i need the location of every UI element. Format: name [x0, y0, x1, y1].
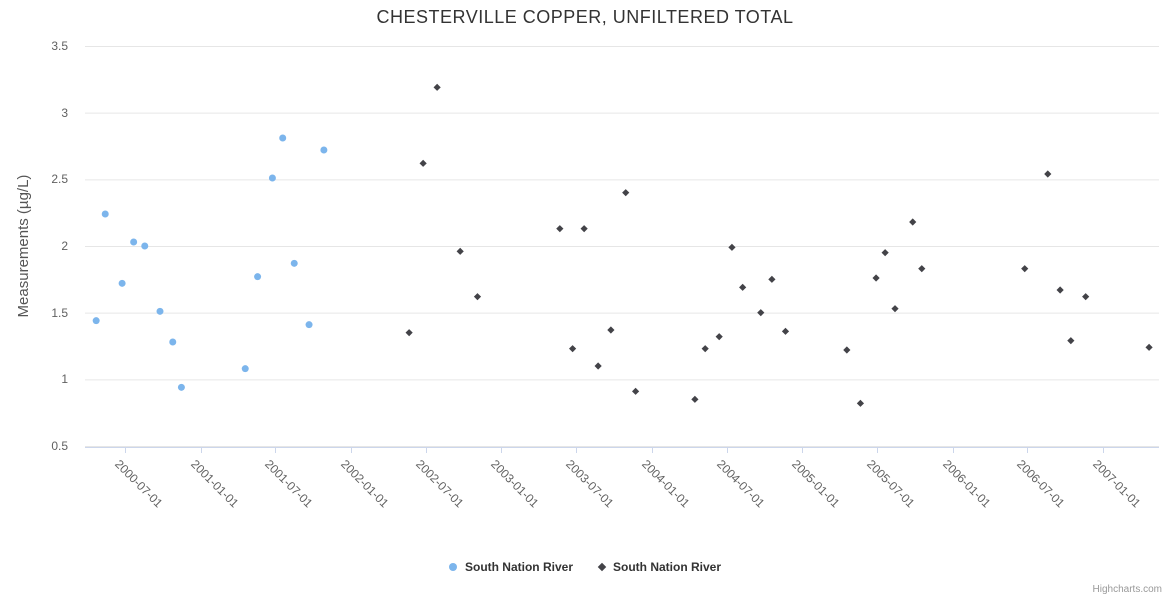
data-point-series-1[interactable]: [130, 238, 138, 246]
legend-label-series-1: South Nation River: [464, 560, 573, 574]
data-point-series-1[interactable]: [118, 279, 126, 287]
data-point-series-2[interactable]: [909, 218, 917, 226]
data-point-series-1[interactable]: [169, 338, 177, 346]
data-point-series-2[interactable]: [433, 83, 441, 91]
data-point-series-2[interactable]: [568, 345, 577, 353]
data-point-series-2[interactable]: [739, 283, 747, 291]
data-point-series-2[interactable]: [715, 333, 723, 341]
data-point-series-2[interactable]: [872, 274, 880, 282]
data-point-series-2[interactable]: [631, 387, 640, 395]
data-point-series-2[interactable]: [781, 327, 790, 335]
series-1-circle-marker-icon: [448, 563, 457, 571]
data-point-series-2[interactable]: [891, 305, 899, 313]
data-point-series-2[interactable]: [556, 225, 564, 233]
data-point-series-2[interactable]: [881, 249, 889, 257]
data-point-series-1[interactable]: [156, 307, 164, 315]
highcharts-credits-link[interactable]: Highcharts.com: [1092, 584, 1162, 595]
legend-item-series-2[interactable]: South Nation River: [597, 560, 722, 574]
chart-title: CHESTERVILLE COPPER, UNFILTERED TOTAL: [376, 7, 794, 27]
data-point-series-2[interactable]: [701, 345, 709, 353]
data-point-series-2[interactable]: [768, 275, 776, 283]
legend: South Nation River South Nation River: [0, 560, 1170, 574]
data-point-series-2[interactable]: [856, 399, 865, 407]
data-point-series-1[interactable]: [241, 365, 249, 373]
data-point-series-1[interactable]: [141, 242, 149, 250]
data-point-series-2[interactable]: [757, 309, 765, 317]
data-point-series-1[interactable]: [305, 321, 313, 329]
y-axis-label: 0.5: [51, 439, 68, 453]
data-point-series-1[interactable]: [279, 134, 287, 142]
data-point-series-2[interactable]: [1067, 337, 1075, 345]
data-point-series-1[interactable]: [101, 210, 109, 218]
data-point-series-1[interactable]: [268, 174, 276, 182]
data-point-series-2[interactable]: [1056, 286, 1064, 294]
data-point-series-2[interactable]: [1044, 170, 1052, 178]
data-point-series-2[interactable]: [456, 247, 464, 255]
data-point-series-2[interactable]: [473, 293, 482, 301]
data-point-series-2[interactable]: [607, 326, 615, 334]
data-point-series-2[interactable]: [622, 189, 630, 197]
data-point-series-2[interactable]: [843, 346, 851, 354]
y-axis-label: 1.5: [51, 305, 68, 320]
y-axis-label: 3.5: [51, 39, 68, 53]
data-point-series-2[interactable]: [728, 243, 736, 251]
data-point-series-2[interactable]: [1145, 343, 1153, 351]
data-point-series-2[interactable]: [419, 159, 427, 167]
y-axis-label: 1: [61, 372, 68, 387]
legend-label-series-2: South Nation River: [613, 560, 722, 574]
y-axis-label: 3: [61, 105, 68, 120]
data-point-series-2[interactable]: [580, 225, 588, 233]
data-point-series-2[interactable]: [918, 265, 926, 273]
y-axis-label: 2.5: [51, 172, 68, 187]
series-2-diamond-marker-icon: [597, 562, 607, 572]
data-point-series-1[interactable]: [290, 259, 298, 267]
data-point-series-2[interactable]: [594, 362, 602, 370]
y-axis-label: 2: [61, 239, 68, 253]
legend-item-series-1[interactable]: South Nation River: [448, 560, 573, 574]
data-point-series-1[interactable]: [177, 383, 185, 391]
data-point-series-2[interactable]: [1082, 293, 1090, 301]
data-point-series-1[interactable]: [92, 317, 100, 325]
data-point-series-2[interactable]: [691, 395, 699, 403]
data-point-series-1[interactable]: [320, 146, 328, 154]
data-point-series-1[interactable]: [254, 273, 262, 281]
data-point-series-2[interactable]: [405, 329, 413, 337]
data-point-series-2[interactable]: [1021, 265, 1029, 273]
